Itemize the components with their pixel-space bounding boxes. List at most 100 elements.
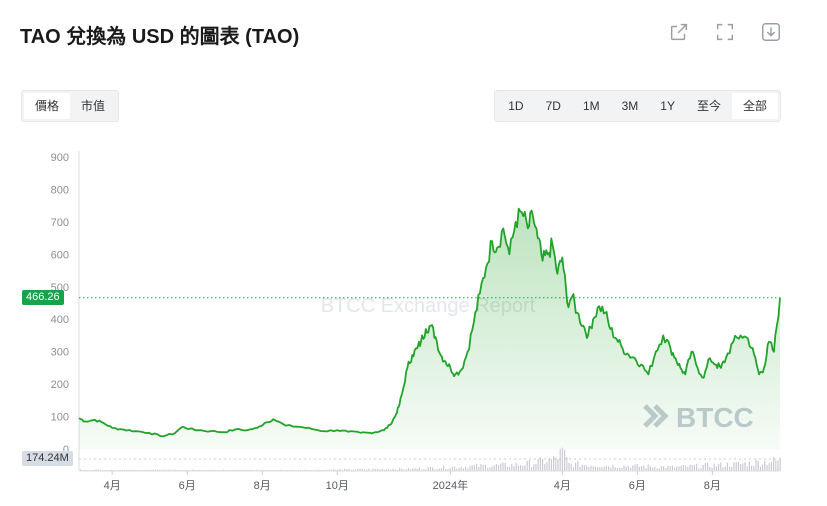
y-tick-label: 700 (51, 217, 69, 229)
volume-bar (667, 465, 669, 471)
volume-bar (709, 466, 711, 471)
volume-bars (79, 447, 781, 471)
volume-bar (502, 462, 504, 471)
volume-bar (632, 465, 634, 471)
plot-area (78, 207, 781, 449)
volume-bar (557, 459, 559, 471)
volume-bar (163, 469, 165, 471)
volume-bar (625, 466, 627, 471)
volume-bar (601, 467, 603, 471)
volume-bar (614, 467, 616, 471)
tab-price[interactable]: 價格 (24, 93, 71, 119)
range-1d[interactable]: 1D (508, 99, 524, 113)
volume-bar (713, 463, 715, 471)
x-axis: 4月 6月 8月 10月 2024年 4月 6月 8月 (79, 470, 780, 492)
volume-bar (533, 464, 535, 471)
volume-bar (537, 459, 539, 471)
volume-bar (751, 465, 753, 471)
volume-bar (647, 464, 649, 471)
volume-bar (649, 466, 651, 471)
volume-bar (445, 469, 447, 471)
volume-bar (491, 466, 493, 471)
volume-bar (520, 465, 522, 471)
volume-bar (128, 469, 130, 471)
volume-bar (126, 469, 128, 471)
volume-bar (355, 469, 357, 471)
volume-bar (117, 469, 119, 471)
volume-bar (555, 457, 557, 471)
volume-bar (119, 469, 121, 471)
volume-bar (583, 465, 585, 471)
volume-bar (412, 468, 414, 471)
volume-bar (269, 469, 271, 471)
volume-bar (317, 469, 319, 471)
current-price-badge: 466.26 (22, 290, 64, 305)
volume-bar (630, 468, 632, 471)
volume-bar (753, 465, 755, 471)
volume-bar (99, 469, 101, 471)
x-tick-label: 8月 (254, 480, 271, 492)
volume-bar (702, 465, 704, 471)
volume-bar (401, 468, 403, 471)
volume-bar (97, 469, 99, 471)
volume-bar (669, 466, 671, 471)
volume-bar (421, 469, 423, 471)
volume-bar (418, 467, 420, 471)
volume-bar (746, 466, 748, 471)
volume-bar (526, 460, 528, 471)
volume-bar (693, 465, 695, 471)
volume-bar (110, 469, 112, 471)
volume-bar (654, 466, 656, 471)
tab-market-cap[interactable]: 市值 (81, 99, 106, 113)
range-1y[interactable]: 1Y (660, 99, 675, 113)
volume-bar (575, 462, 577, 471)
volume-bar (605, 465, 607, 471)
volume-bar (403, 469, 405, 471)
download-icon[interactable] (759, 20, 783, 44)
volume-bar (678, 466, 680, 471)
volume-bar (731, 467, 733, 471)
volume-bar (425, 469, 427, 471)
volume-bar (665, 468, 667, 471)
chart-toolbar (667, 20, 783, 44)
range-ytd[interactable]: 至今 (696, 99, 721, 113)
volume-bar (396, 469, 398, 471)
volume-bar (691, 465, 693, 471)
volume-bar (777, 460, 779, 471)
volume-bar (335, 469, 337, 471)
volume-bar (535, 464, 537, 471)
volume-bar (480, 464, 482, 471)
volume-bar (297, 469, 299, 471)
volume-bar (515, 462, 517, 471)
volume-bar (733, 462, 735, 471)
volume-bar (660, 466, 662, 471)
volume-bar (293, 469, 295, 471)
volume-bar (553, 456, 555, 471)
volume-bar (511, 463, 513, 471)
range-7d[interactable]: 7D (545, 99, 561, 113)
share-icon[interactable] (667, 20, 691, 44)
range-all[interactable]: 全部 (731, 93, 778, 119)
time-range-tabs: 1D 7D 1M 3M 1Y 至今 全部 (494, 90, 781, 122)
range-3m[interactable]: 3M (621, 99, 639, 113)
volume-bar (484, 464, 486, 471)
volume-bar (456, 468, 458, 471)
volume-bar (410, 469, 412, 471)
volume-bar (381, 468, 383, 471)
fullscreen-icon[interactable] (713, 20, 737, 44)
y-tick-label: 0 (63, 444, 69, 456)
volume-bar (550, 459, 552, 471)
volume-bar (658, 468, 660, 471)
volume-bar (256, 469, 258, 471)
volume-bar (462, 468, 464, 471)
volume-bar (742, 463, 744, 471)
volume-bar (168, 469, 170, 471)
volume-bar (262, 469, 264, 471)
volume-bar (291, 469, 293, 471)
volume-bar (748, 461, 750, 471)
x-tick-label: 4月 (554, 480, 571, 492)
volume-bar (361, 468, 363, 471)
range-1m[interactable]: 1M (582, 99, 600, 113)
volume-bar (568, 462, 570, 471)
